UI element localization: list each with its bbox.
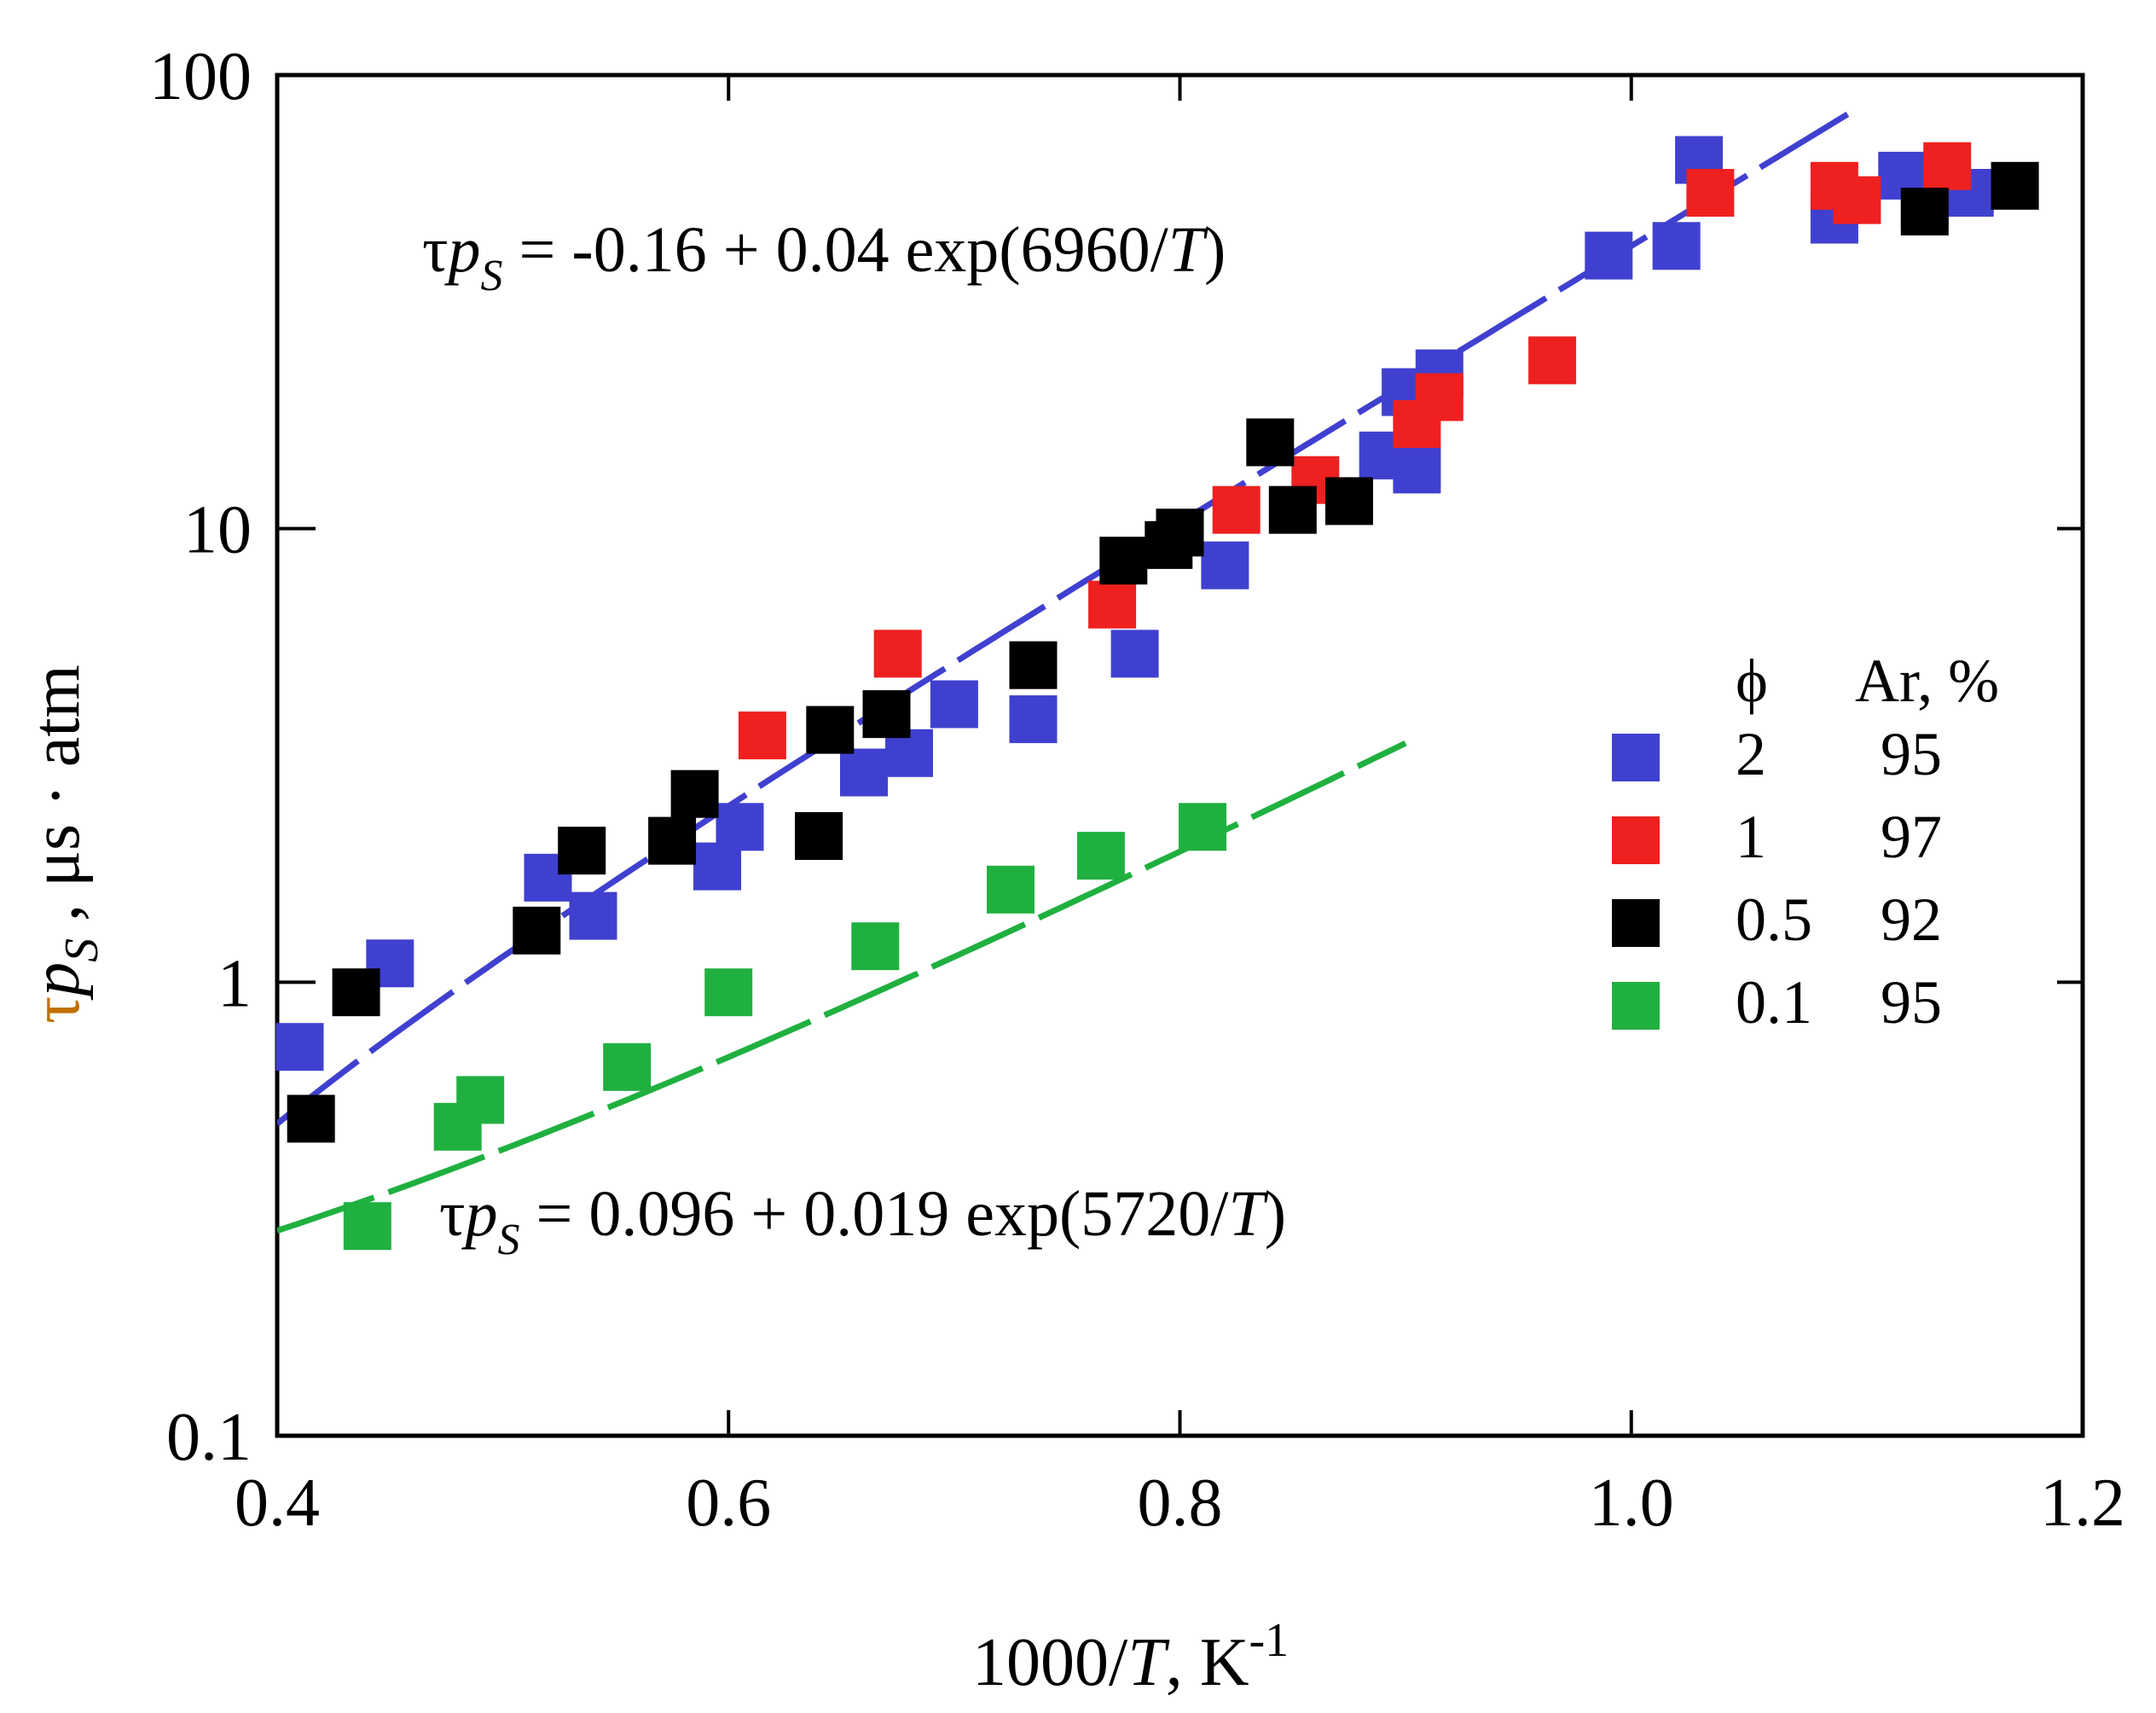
legend-marker <box>1612 734 1660 781</box>
data-point <box>1991 161 2039 210</box>
x-tick-label: 0.4 <box>235 1466 320 1541</box>
data-point <box>1415 373 1463 421</box>
data-markers <box>275 136 2039 1251</box>
legend-phi: 1 <box>1736 803 1766 871</box>
data-point <box>332 968 380 1017</box>
data-point <box>1900 188 1949 235</box>
legend-marker <box>1612 899 1660 947</box>
data-point <box>343 1202 391 1251</box>
data-point <box>862 690 911 739</box>
data-point <box>704 968 753 1017</box>
data-point <box>1076 832 1125 880</box>
data-point <box>1088 580 1137 629</box>
legend-header-ar: Ar, % <box>1855 647 1999 715</box>
data-point <box>1923 142 1972 190</box>
y-tick-label: 1 <box>217 946 252 1021</box>
data-point <box>1528 336 1577 385</box>
blue-fit-equation: τpS = -0.16 + 0.04 exp(6960/T) <box>422 214 1226 300</box>
legend-phi: 0.1 <box>1736 968 1812 1037</box>
data-point <box>1179 803 1226 851</box>
x-axis-label: 1000/T, K-1 <box>972 1614 1289 1700</box>
data-point <box>987 865 1035 914</box>
y-tick-label: 10 <box>183 493 252 568</box>
legend-entries: 2 95 1 97 0.5 92 0.1 95 <box>1612 720 1942 1037</box>
data-point <box>670 769 719 818</box>
data-point <box>1110 630 1159 678</box>
data-point <box>1268 485 1317 534</box>
data-point <box>287 1095 335 1143</box>
legend-ar: 92 <box>1881 886 1942 954</box>
legend-ar: 95 <box>1881 720 1942 788</box>
data-point <box>806 706 855 754</box>
data-point <box>930 680 978 729</box>
data-point <box>1009 641 1058 689</box>
data-point <box>569 891 617 940</box>
data-point <box>851 922 900 971</box>
legend-marker <box>1612 982 1660 1030</box>
axis-ticks <box>275 73 2084 1437</box>
data-point <box>795 812 843 860</box>
data-point <box>1325 477 1373 526</box>
data-point <box>513 906 561 955</box>
data-point <box>1156 508 1204 557</box>
y-tick-label: 0.1 <box>166 1400 252 1475</box>
data-point <box>648 816 697 865</box>
data-point <box>1686 169 1735 217</box>
data-point <box>738 711 786 760</box>
data-point <box>275 1023 324 1071</box>
tick-labels: 0.4 0.6 0.8 1.0 1.2 0.1 1 10 100 <box>149 39 2125 1541</box>
data-point <box>1652 222 1701 270</box>
legend-phi: 0.5 <box>1736 886 1812 954</box>
data-point <box>1585 231 1633 280</box>
data-point <box>603 1042 652 1091</box>
data-point <box>716 803 764 851</box>
data-point <box>1246 418 1295 467</box>
x-tick-label: 0.6 <box>686 1466 771 1541</box>
green-fit-equation: τpS = 0.096 + 0.019 exp(5720/T) <box>439 1178 1286 1264</box>
data-point <box>1833 176 1881 224</box>
y-tick-label: 100 <box>149 39 252 114</box>
x-tick-label: 1.0 <box>1589 1466 1674 1541</box>
legend-marker <box>1612 816 1660 864</box>
data-point <box>1201 541 1249 589</box>
y-axis-label: τpS , μs · atm <box>19 665 108 1024</box>
x-tick-label: 0.8 <box>1138 1466 1223 1541</box>
legend-ar: 95 <box>1881 968 1942 1037</box>
legend-ar: 97 <box>1881 803 1942 871</box>
data-point <box>558 827 606 875</box>
data-point <box>1099 537 1148 585</box>
legend-header-phi: ϕ <box>1736 647 1768 715</box>
data-point <box>1009 695 1058 744</box>
data-point <box>840 748 888 797</box>
data-point <box>1393 445 1441 494</box>
legend-phi: 2 <box>1736 720 1766 788</box>
data-point <box>873 630 922 678</box>
x-tick-label: 1.2 <box>2040 1466 2125 1541</box>
legend: ϕ Ar, % 2 95 1 97 0.5 92 0.1 95 <box>1612 647 1999 1037</box>
data-point <box>456 1076 505 1124</box>
data-point <box>1212 485 1261 534</box>
